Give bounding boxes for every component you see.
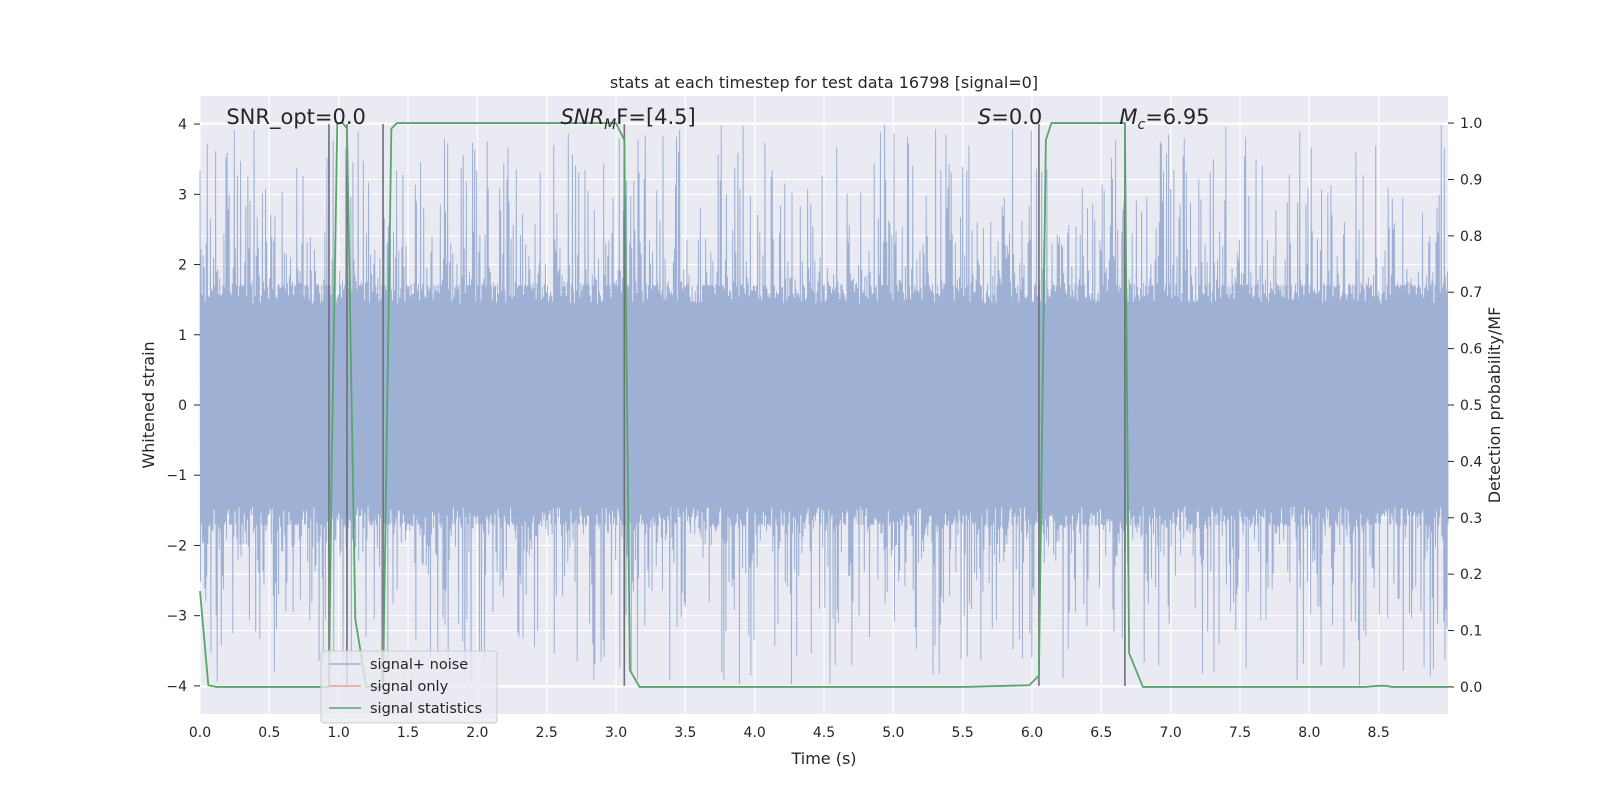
tick-labels: 0.0 0.5 1.0 1.5 2.0 2.5 3.0 3.5 4.0 4.5 5.0 5.5 6.0 6… bbox=[166, 116, 1482, 741]
y-tick-label: −4 bbox=[166, 679, 187, 695]
y2-tick-label: 0.1 bbox=[1460, 624, 1482, 640]
legend-label-signal-noise: signal+ noise bbox=[370, 657, 468, 673]
legend-box bbox=[320, 650, 498, 724]
y-tick-label: −1 bbox=[166, 468, 187, 484]
x-tick-label: 5.5 bbox=[952, 725, 974, 741]
y2-tick-label: 0.4 bbox=[1460, 454, 1482, 470]
x-axis-label: Time (s) bbox=[790, 749, 856, 768]
y2-tick-label: 0.8 bbox=[1460, 229, 1482, 245]
y-tick-label: 0 bbox=[178, 398, 187, 414]
y-axis-label: Whitened strain bbox=[139, 341, 158, 468]
legend-label-signal-statistics: signal statistics bbox=[370, 701, 482, 717]
x-tick-label: 0.0 bbox=[189, 725, 211, 741]
x-tick-label: 3.0 bbox=[605, 725, 627, 741]
x-tick-label: 5.0 bbox=[882, 725, 904, 741]
y-tick-label: 3 bbox=[178, 187, 187, 203]
y-tick-label: 1 bbox=[178, 328, 187, 344]
x-tick-label: 4.5 bbox=[813, 725, 835, 741]
x-tick-label: 7.0 bbox=[1160, 725, 1182, 741]
x-tick-label: 6.0 bbox=[1021, 725, 1043, 741]
y2-tick-label: 0.0 bbox=[1460, 680, 1482, 696]
stat-annotation: S=0.0 bbox=[978, 105, 1042, 129]
y2-tick-label: 0.6 bbox=[1460, 342, 1482, 358]
y2-tick-label: 0.3 bbox=[1460, 511, 1482, 527]
x-tick-label: 1.0 bbox=[328, 725, 350, 741]
x-tick-label: 8.0 bbox=[1298, 725, 1320, 741]
y2-tick-label: 1.0 bbox=[1460, 116, 1482, 132]
stat-annotation: SNRMF=[4.5] bbox=[561, 105, 696, 133]
statistics-series bbox=[199, 122, 1448, 688]
y2-tick-label: 0.5 bbox=[1460, 398, 1482, 414]
x-tick-label: 8.5 bbox=[1368, 725, 1390, 741]
legend-label-signal-only: signal only bbox=[370, 679, 449, 695]
y2-axis-label: Detection probability/MF bbox=[1485, 307, 1504, 504]
stat-annotation: Mc=6.95 bbox=[1119, 105, 1209, 133]
series-signal-statistics-line bbox=[199, 122, 1448, 688]
x-tick-label: 2.0 bbox=[466, 725, 488, 741]
x-tick-label: 6.5 bbox=[1090, 725, 1112, 741]
x-tick-label: 2.5 bbox=[536, 725, 558, 741]
y2-tick-label: 0.7 bbox=[1460, 285, 1482, 301]
stat-annotation: SNR_opt=0.0 bbox=[226, 105, 366, 130]
y2-tick-label: 0.9 bbox=[1460, 172, 1482, 188]
y-tick-label: 4 bbox=[178, 117, 187, 133]
chart-title: stats at each timestep for test data 167… bbox=[610, 73, 1038, 92]
x-tick-label: 1.5 bbox=[397, 725, 419, 741]
y2-tick-label: 0.2 bbox=[1460, 567, 1482, 583]
legend: signal+ noise signal only signal statist… bbox=[320, 650, 498, 724]
series-signal-noise-line bbox=[199, 124, 1449, 686]
y-tick-label: 2 bbox=[178, 258, 187, 274]
y-tick-label: −3 bbox=[166, 609, 187, 625]
x-tick-label: 0.5 bbox=[258, 725, 280, 741]
x-tick-label: 4.0 bbox=[744, 725, 766, 741]
annotations: SNR_opt=0.0 SNRMF=[4.5] S=0.0 Mc=6.95 bbox=[226, 105, 1209, 133]
x-tick-label: 7.5 bbox=[1229, 725, 1251, 741]
x-tick-label: 3.5 bbox=[674, 725, 696, 741]
y-tick-label: −2 bbox=[166, 538, 187, 554]
noise-series bbox=[199, 124, 1449, 686]
